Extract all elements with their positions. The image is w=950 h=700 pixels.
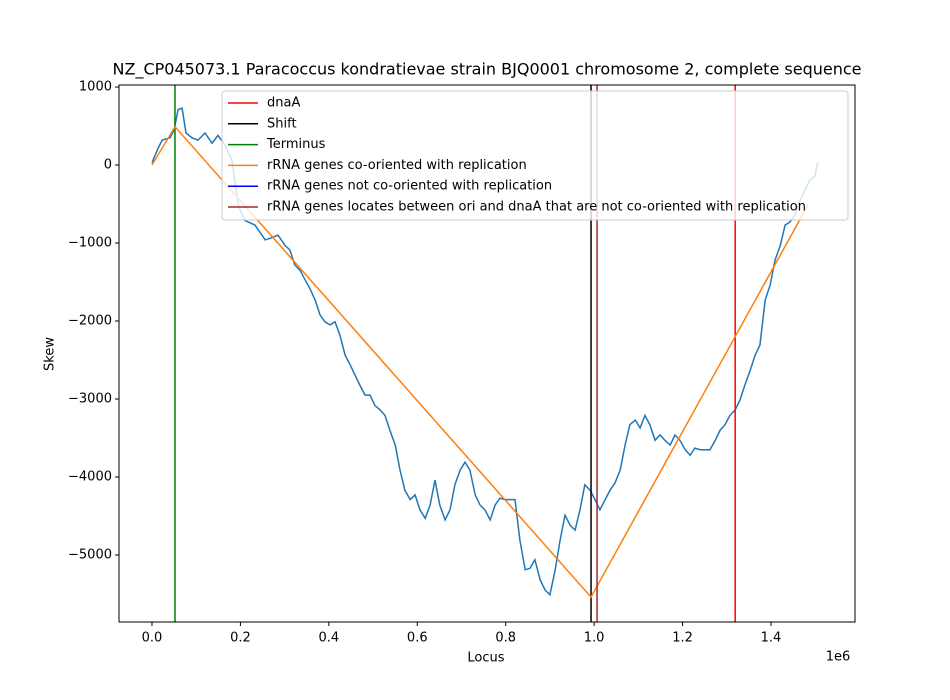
legend-label: Shift [267,116,297,131]
y-tick-label: −2000 [68,314,112,329]
series-line [151,125,809,599]
skew-line [151,107,819,597]
y-axis-label: Skew [43,337,58,371]
x-tick-label: 0.8 [495,631,516,646]
x-tick-label: 0.6 [407,631,428,646]
legend-label: dnaA [267,96,300,111]
x-tick-label: 1.0 [584,631,605,646]
legend-label: rRNA genes not co-oriented with replicat… [267,179,552,194]
y-tick-label: 0 [104,158,112,173]
x-axis-label: Locus [467,651,504,666]
chart-title: NZ_CP045073.1 Paracoccus kondratievae st… [113,60,862,80]
legend-label: Terminus [266,137,326,152]
legend-box [221,90,849,221]
x-tick-label: 0.0 [142,631,163,646]
legend-label: rRNA genes co-oriented with replication [267,158,527,173]
x-tick-label: 1.4 [761,631,782,646]
x-tick-label: 1.2 [672,631,693,646]
y-tick-label: −5000 [68,548,112,563]
plot-frame [118,84,856,623]
y-tick-label: −1000 [68,236,112,251]
y-tick-label: −3000 [68,392,112,407]
x-tick-label: 0.4 [318,631,339,646]
y-tick-label: −4000 [68,470,112,485]
y-tick-label: 1000 [79,80,112,95]
x-tick-label: 0.2 [230,631,251,646]
legend-label: rRNA genes locates between ori and dnaA … [267,200,806,215]
x-offset-label: 1e6 [826,650,851,665]
